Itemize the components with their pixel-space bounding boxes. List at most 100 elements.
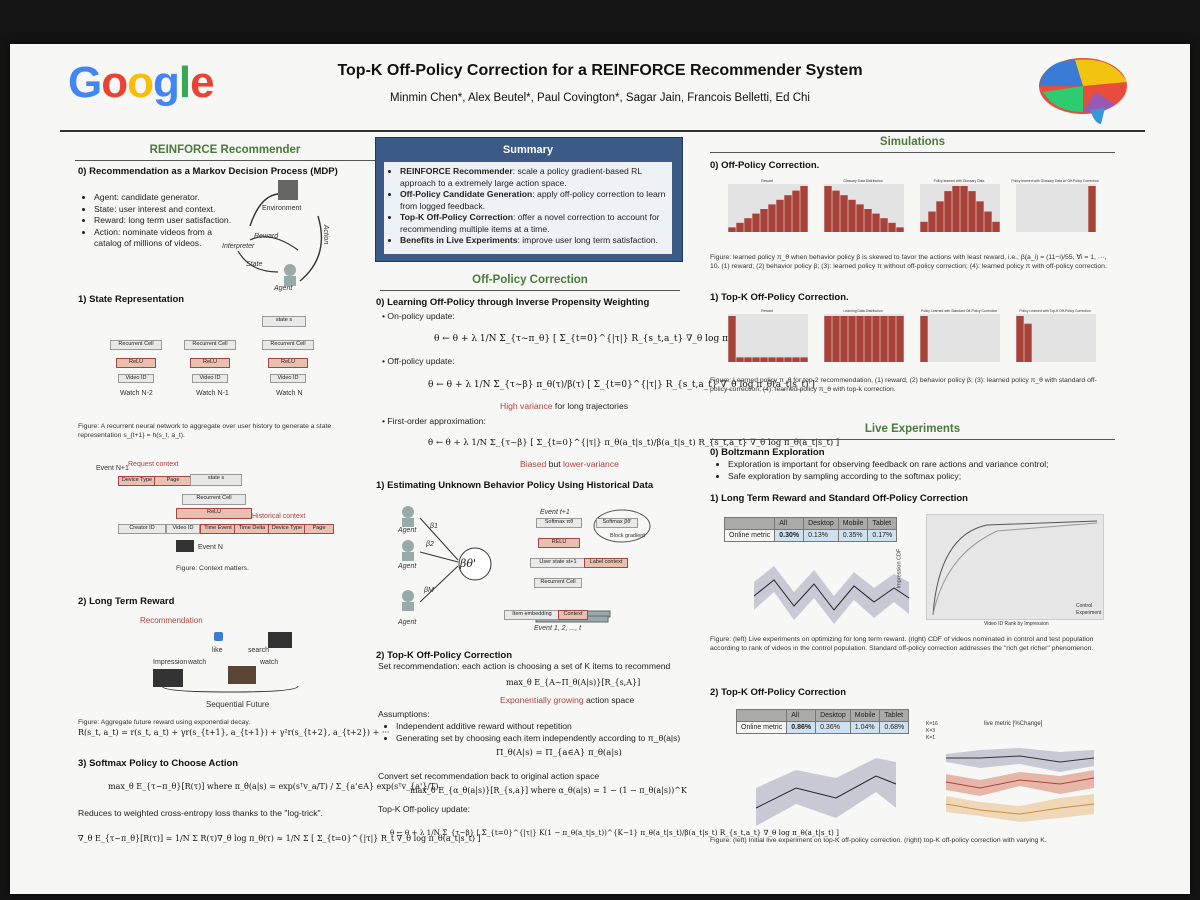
historical-context-label: Historical context bbox=[252, 513, 306, 520]
chart-bar bbox=[848, 316, 856, 362]
watch-n-label: Watch N bbox=[276, 390, 303, 397]
like-label: like bbox=[212, 647, 223, 654]
beh-cell-label: Recurrent Cell bbox=[540, 579, 576, 585]
summary-item-text: : offer a novel correction to account fo… bbox=[400, 212, 660, 234]
ctx-device2-box: Device Type bbox=[268, 524, 306, 534]
chart-bar bbox=[760, 209, 768, 232]
context-caption: Figure: Context matters. bbox=[176, 565, 249, 572]
topk-metric-table: All Desktop Mobile Tablet Online metric … bbox=[735, 709, 910, 734]
rnn-relu-label: ReLU bbox=[280, 359, 296, 365]
impression-label: Impression bbox=[153, 659, 188, 666]
watch1-label: watch bbox=[188, 659, 207, 666]
watch-n1-label: Watch N-1 bbox=[196, 390, 229, 397]
chart-bar bbox=[824, 316, 832, 362]
table-header-cell: Tablet bbox=[879, 709, 910, 722]
poster: Google Top-K Off-Policy Correction for a… bbox=[10, 44, 1190, 894]
chart-bar bbox=[744, 357, 752, 362]
chart-bar bbox=[968, 191, 976, 232]
chart-bar bbox=[864, 209, 872, 232]
chart-title: Policy learned with Glossary Data bbox=[934, 179, 985, 183]
chart-title: Learning Data Distribution bbox=[843, 309, 882, 313]
boltzmann-item: Exploration is important for observing f… bbox=[728, 459, 1123, 471]
search-label: search bbox=[248, 647, 270, 654]
legend-k3: K=3 bbox=[926, 728, 936, 734]
rnn-video-label: Video ID bbox=[125, 375, 147, 381]
ctx-page-box: Page bbox=[154, 476, 192, 486]
cdf-chart bbox=[926, 514, 1104, 620]
cdf-legend-experiment: Experiment bbox=[1076, 610, 1102, 616]
user-state-box: User state st+1 bbox=[530, 558, 586, 568]
simulations-rule bbox=[710, 152, 1115, 153]
poster-authors: Minmin Chen*, Alex Beutel*, Paul Covingt… bbox=[390, 92, 810, 104]
sim-bar-chart: Glossary Data Distribution bbox=[824, 179, 904, 232]
chart-bar bbox=[920, 221, 928, 232]
ltr-caption: Figure: (left) Live experiments on optim… bbox=[710, 636, 1094, 652]
sim-topk-caption: Figure: Learned policy π_θ for top-2 rec… bbox=[710, 377, 1097, 393]
chart-title: Policy Learned with Top-K Off-Policy Cor… bbox=[1019, 309, 1090, 313]
chart-bar bbox=[944, 191, 952, 232]
set-recommendation-text: Set recommendation: each action is choos… bbox=[378, 661, 671, 671]
table-header-cell: Tablet bbox=[867, 517, 898, 530]
beh-relu-label: RELU bbox=[551, 539, 567, 545]
summary-item: Top-K Off-Policy Correction: offer a nov… bbox=[400, 212, 666, 235]
table-row: Online metric 0.86% 0.36% 1.04% 0.68% bbox=[735, 721, 910, 734]
high-variance-text: High variance bbox=[500, 401, 553, 411]
beh-cell-box: Recurrent Cell bbox=[534, 578, 582, 588]
ctx-creator-label: Creator ID bbox=[129, 525, 155, 531]
assumption-item: Generating set by choosing each item ind… bbox=[396, 733, 696, 745]
chart-bar bbox=[880, 316, 888, 362]
summary-item-bold: REINFORCE Recommender bbox=[400, 166, 513, 176]
sim-topk-heading: 1) Top-K Off-Policy Correction. bbox=[710, 292, 849, 303]
summary-title: Summary bbox=[502, 144, 554, 156]
chart-bar bbox=[856, 204, 864, 232]
agent-label-2: Agent bbox=[398, 563, 417, 570]
topk-initial-chart bbox=[755, 758, 897, 826]
summary-item-text: : apply off-policy correction to learn f… bbox=[400, 189, 666, 211]
assumptions-list: Independent additive reward without repe… bbox=[384, 721, 696, 744]
mdp-diagram bbox=[237, 180, 323, 286]
chart-plot-area bbox=[1016, 184, 1096, 232]
assumptions-label: Assumptions: bbox=[378, 709, 430, 719]
chart-title: Policy learned with Glossary Data w/ Off… bbox=[1011, 179, 1098, 183]
ltr-metric-table: All Desktop Mobile Tablet Online metric … bbox=[723, 517, 898, 542]
table-cell: 0.68% bbox=[879, 721, 910, 734]
mdp-item: Reward: long term user satisfaction. bbox=[94, 215, 234, 227]
ctx-cell-label: Recurrent Cell bbox=[196, 495, 232, 501]
ctx-creator-box: Creator ID bbox=[118, 524, 166, 534]
onpolicy-formula: θ ← θ + λ 1/N Σ_{τ~π_θ} [ Σ_{t=0}^{|τ|} … bbox=[434, 334, 781, 344]
ctx-relu-label: ReLU bbox=[206, 509, 222, 515]
chart-bar bbox=[960, 186, 968, 232]
table-cell: 0.86% bbox=[786, 721, 817, 734]
mdp-heading: 0) Recommendation as a Markov Decision P… bbox=[78, 166, 338, 177]
firstorder-text: First-order approximation: bbox=[387, 416, 486, 426]
mdp-state-label: State bbox=[246, 261, 263, 268]
state-heading: 1) State Representation bbox=[78, 294, 185, 305]
ltr-line-chart bbox=[753, 566, 910, 624]
sim-bar-chart: Policy Learned with Standard Off-Policy … bbox=[920, 309, 1000, 362]
context-event-label: Event N+1 bbox=[96, 465, 129, 472]
chart-bar bbox=[984, 211, 992, 232]
reward-formula: R(s_t, a_t) = r(s_t, a_t) + γr(s_{t+1}, … bbox=[78, 728, 390, 737]
live-topk-heading: 2) Top-K Off-Policy Correction bbox=[710, 687, 846, 698]
table-header-cell bbox=[723, 517, 776, 530]
exp-growing-note: Exponentially growing action space bbox=[500, 695, 634, 707]
chart-bar bbox=[752, 213, 760, 232]
item-embedding-box: Item embedding bbox=[504, 610, 560, 620]
table-header-cell: Mobile bbox=[849, 709, 881, 722]
softmax-pi-box: Softmax πθ bbox=[536, 518, 582, 528]
convert-formula: max_θ E_{α_θ(a|s)}[R_{s,a}] where α_θ(a|… bbox=[410, 786, 687, 795]
cdf-legend-control: Control bbox=[1076, 603, 1093, 609]
mdp-action-label: Action bbox=[322, 224, 330, 245]
chart-bar bbox=[952, 186, 960, 232]
chart-bar bbox=[752, 357, 760, 362]
watch-thumbnail bbox=[228, 666, 256, 684]
boltzmann-heading: 0) Boltzmann Exploration bbox=[710, 447, 825, 458]
softmax-formula: max_θ E_{τ~π_θ}[R(τ)] where π_θ(a|s) = e… bbox=[108, 782, 439, 791]
mdp-environment-label: Environment bbox=[262, 205, 302, 212]
table-header-cell: Desktop bbox=[815, 709, 851, 722]
rnn-relu-label: ReLU bbox=[128, 359, 144, 365]
rnn-cell-label: Recurrent Cell bbox=[270, 341, 306, 347]
chart-plot-area bbox=[728, 314, 808, 362]
mdp-agent-label: Agent bbox=[274, 285, 293, 292]
ctx-relu-box: ReLU bbox=[176, 508, 252, 519]
